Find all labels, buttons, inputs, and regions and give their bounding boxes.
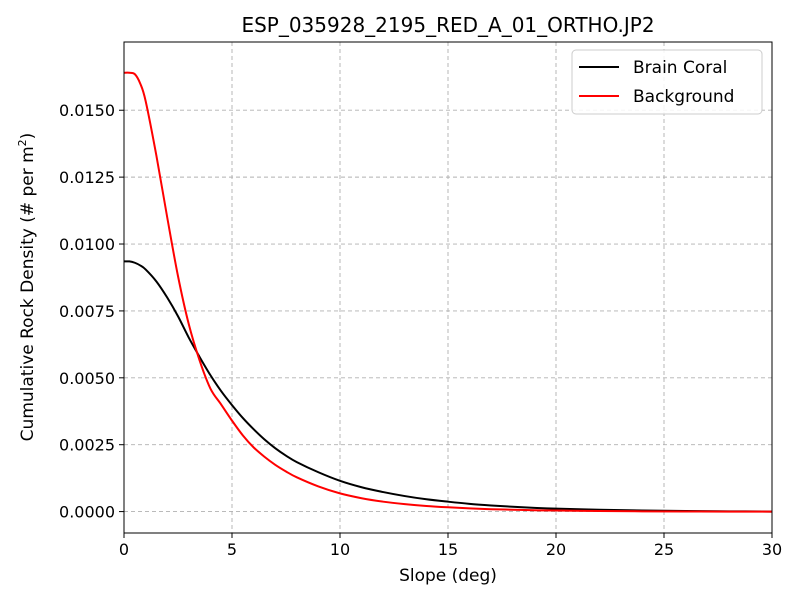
x-tick-label: 5 — [227, 540, 237, 559]
x-axis-label: Slope (deg) — [399, 566, 497, 586]
chart-title: ESP_035928_2195_RED_A_01_ORTHO.JP2 — [241, 13, 654, 37]
y-tick-label: 0.0050 — [59, 369, 115, 388]
y-tick-label: 0.0100 — [59, 235, 115, 254]
x-tick-label: 30 — [762, 540, 782, 559]
series-layer — [123, 71, 773, 513]
x-tick-label: 10 — [330, 540, 350, 559]
y-axis-label-main: Cumulative Rock Density (# per m — [18, 146, 38, 441]
legend-box — [571, 49, 763, 115]
legend-label-background: Background — [633, 87, 734, 107]
x-tick-label: 15 — [438, 540, 458, 559]
grid-layer — [123, 42, 773, 533]
y-tick-label: 0.0000 — [59, 503, 115, 522]
y-tick-label: 0.0125 — [59, 168, 115, 187]
y-tick-label: 0.0025 — [59, 436, 115, 455]
x-tick-label: 25 — [654, 540, 674, 559]
y-axis-label-superscript: 2 — [16, 139, 29, 146]
series-line-background — [123, 71, 773, 513]
y-axis-label-end: ) — [18, 133, 38, 140]
y-tick-label: 0.0075 — [59, 302, 115, 321]
series-line-brain-coral — [123, 260, 773, 513]
axis-layer: 0 5 10 15 20 25 30 0.0000 0.0025 0.0050 0.0075 0.01… — [59, 101, 782, 559]
y-tick-label: 0.0150 — [59, 101, 115, 120]
y-axis-label: Cumulative Rock Density (# per m2) — [16, 133, 38, 442]
legend: Brain Coral Background — [571, 49, 763, 115]
legend-label-brain-coral: Brain Coral — [633, 58, 727, 78]
plot-frame — [123, 41, 773, 534]
x-tick-label: 20 — [546, 540, 566, 559]
x-tick-label: 0 — [119, 540, 129, 559]
